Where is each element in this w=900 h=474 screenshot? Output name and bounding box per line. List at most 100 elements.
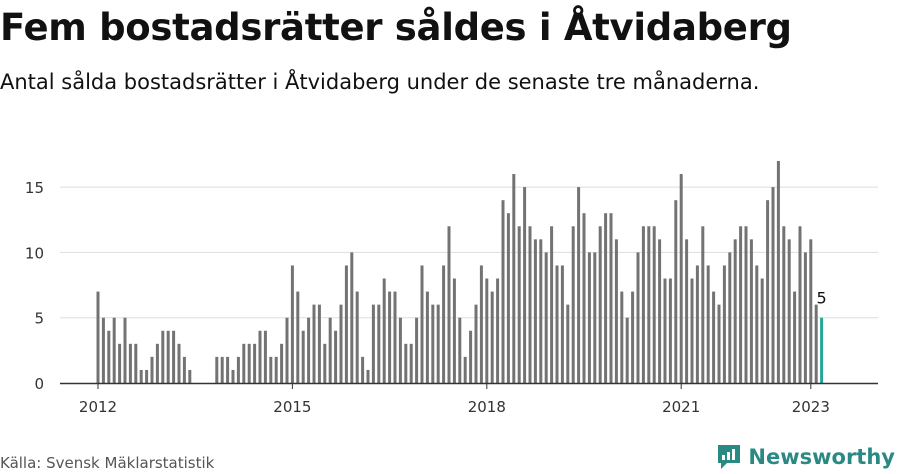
bar (539, 239, 543, 383)
bar (577, 187, 581, 383)
bar (744, 226, 748, 383)
bar (598, 226, 602, 383)
bar (749, 239, 753, 383)
bar (814, 304, 818, 383)
bar (712, 291, 716, 383)
bar (641, 226, 645, 383)
bar (523, 187, 527, 383)
chart-subtitle: Antal sålda bostadsrätter i Åtvidaberg u… (0, 70, 760, 94)
bar (415, 317, 419, 383)
bar (717, 304, 721, 383)
bar (733, 239, 737, 383)
bar (339, 304, 343, 383)
bar (587, 252, 591, 383)
bar (371, 304, 375, 383)
bar (123, 317, 127, 383)
y-tick-label: 5 (34, 310, 44, 328)
source-note: Källa: Svensk Mäklarstatistik (0, 454, 215, 472)
bar (658, 239, 662, 383)
bar (296, 291, 300, 383)
bar (280, 343, 284, 383)
bar (350, 252, 354, 383)
bar (166, 330, 170, 383)
bar (474, 304, 478, 383)
bar (301, 330, 305, 383)
bar (393, 291, 397, 383)
bar (496, 278, 500, 383)
bar (609, 213, 613, 383)
bar (377, 304, 381, 383)
bar (631, 291, 635, 383)
bars (96, 160, 824, 383)
bar (258, 330, 262, 383)
bar (728, 252, 732, 383)
bar (328, 317, 332, 383)
bar (663, 278, 667, 383)
bar (452, 278, 456, 383)
bar (544, 252, 548, 383)
newsworthy-logo[interactable]: Newsworthy (716, 443, 895, 471)
bar (625, 317, 629, 383)
bar (636, 252, 640, 383)
bar (431, 304, 435, 383)
bar (172, 330, 176, 383)
y-tick-label: 10 (25, 244, 44, 262)
bar (739, 226, 743, 383)
bar (177, 343, 181, 383)
bar (771, 187, 775, 383)
bar (674, 200, 678, 383)
bar (533, 239, 537, 383)
bar (469, 330, 473, 383)
bar (787, 239, 791, 383)
bar (593, 252, 597, 383)
bar (107, 330, 111, 383)
x-tick-label: 2012 (79, 398, 117, 416)
axes: 0 5 10 15 2012 2015 2018 2021 2023 5 (25, 179, 878, 416)
x-tick-label: 2018 (468, 398, 506, 416)
bar (793, 291, 797, 383)
bar (776, 160, 780, 383)
bar (101, 317, 105, 383)
bar (290, 265, 294, 383)
bar (550, 226, 554, 383)
bar (226, 356, 230, 383)
bar (344, 265, 348, 383)
bar (420, 265, 424, 383)
bar (409, 343, 413, 383)
bar (517, 226, 521, 383)
bar (647, 226, 651, 383)
bar (463, 356, 467, 383)
bar (566, 304, 570, 383)
bar (161, 330, 165, 383)
y-tick-label: 0 (34, 375, 44, 393)
bar (317, 304, 321, 383)
bar (263, 330, 267, 383)
bar (145, 369, 149, 383)
highlight-value-label: 5 (817, 289, 827, 308)
x-tick-label: 2021 (662, 398, 700, 416)
bar (188, 369, 192, 383)
bar (560, 265, 564, 383)
chart-title: Fem bostadsrätter såldes i Åtvidaberg (0, 6, 792, 49)
bar (247, 343, 251, 383)
bar (231, 369, 235, 383)
bar (447, 226, 451, 383)
bar (96, 291, 100, 383)
x-tick-label: 2015 (273, 398, 311, 416)
bar (614, 239, 618, 383)
bar (361, 356, 365, 383)
bar (128, 343, 132, 383)
bar (701, 226, 705, 383)
bar (236, 356, 240, 383)
newsworthy-logo-icon (718, 445, 741, 469)
bar (798, 226, 802, 383)
bar (307, 317, 311, 383)
y-tick-label: 15 (25, 179, 44, 197)
bar (112, 317, 116, 383)
bar (571, 226, 575, 383)
bar (458, 317, 462, 383)
bar (366, 369, 370, 383)
bar (485, 278, 489, 383)
bar (652, 226, 656, 383)
